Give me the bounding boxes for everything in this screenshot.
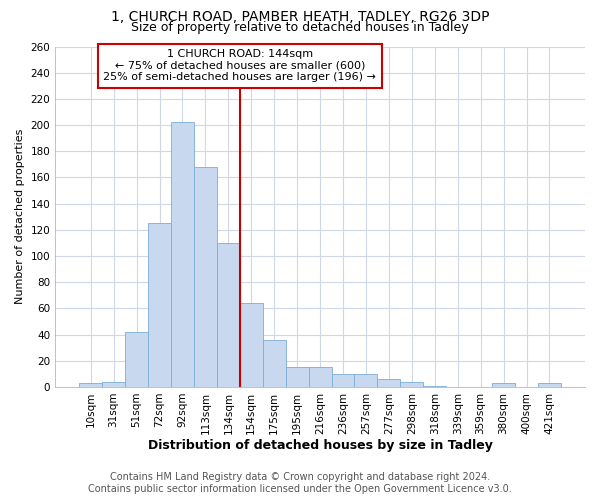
Bar: [217, 243, 240, 387]
Bar: [538, 383, 561, 387]
Text: 1 CHURCH ROAD: 144sqm
← 75% of detached houses are smaller (600)
25% of semi-det: 1 CHURCH ROAD: 144sqm ← 75% of detached …: [103, 49, 376, 82]
Bar: [308, 368, 332, 387]
Text: Contains HM Land Registry data © Crown copyright and database right 2024.
Contai: Contains HM Land Registry data © Crown c…: [88, 472, 512, 494]
Bar: [79, 383, 102, 387]
Text: Size of property relative to detached houses in Tadley: Size of property relative to detached ho…: [131, 22, 469, 35]
Bar: [286, 368, 308, 387]
Y-axis label: Number of detached properties: Number of detached properties: [15, 129, 25, 304]
Bar: [400, 382, 423, 387]
Bar: [171, 122, 194, 387]
X-axis label: Distribution of detached houses by size in Tadley: Distribution of detached houses by size …: [148, 440, 493, 452]
Bar: [377, 379, 400, 387]
Bar: [240, 303, 263, 387]
Bar: [355, 374, 377, 387]
Bar: [125, 332, 148, 387]
Bar: [194, 167, 217, 387]
Bar: [263, 340, 286, 387]
Bar: [332, 374, 355, 387]
Bar: [148, 224, 171, 387]
Bar: [492, 383, 515, 387]
Bar: [423, 386, 446, 387]
Bar: [102, 382, 125, 387]
Text: 1, CHURCH ROAD, PAMBER HEATH, TADLEY, RG26 3DP: 1, CHURCH ROAD, PAMBER HEATH, TADLEY, RG…: [111, 10, 489, 24]
